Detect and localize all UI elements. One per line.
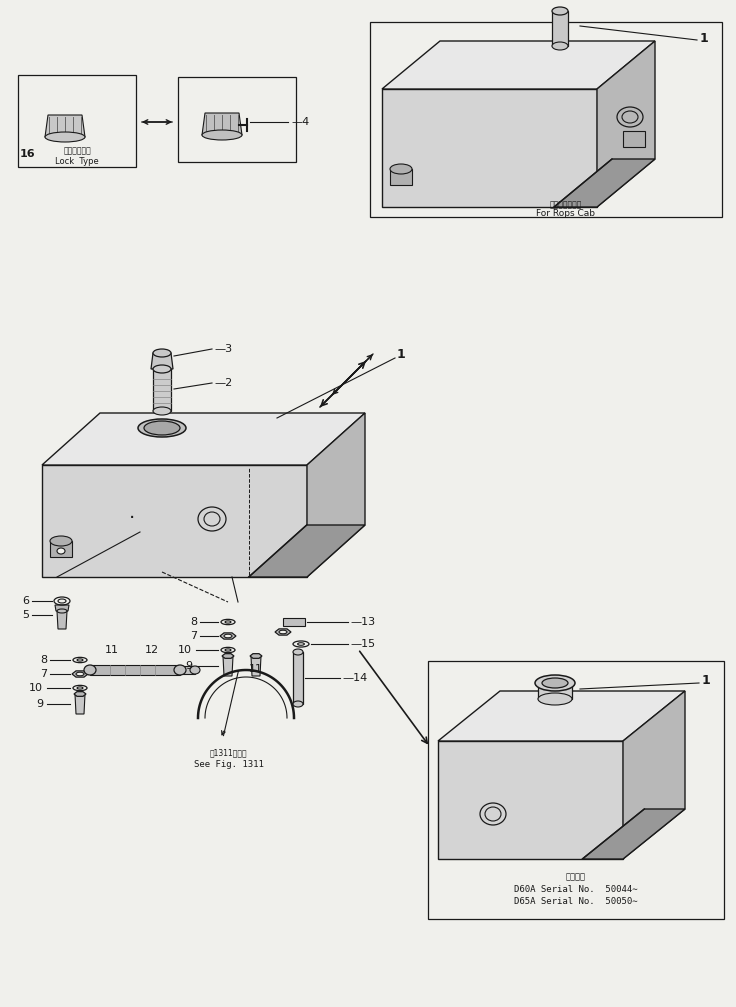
- Polygon shape: [623, 691, 685, 859]
- Bar: [18, 75, 136, 167]
- Polygon shape: [582, 809, 685, 859]
- Ellipse shape: [293, 701, 303, 707]
- Polygon shape: [222, 654, 234, 659]
- Ellipse shape: [153, 349, 171, 357]
- Text: —14: —14: [342, 673, 367, 683]
- Ellipse shape: [153, 365, 171, 373]
- Ellipse shape: [535, 675, 575, 691]
- Ellipse shape: [138, 419, 186, 437]
- Text: 1: 1: [700, 31, 709, 44]
- Text: 9: 9: [36, 699, 43, 709]
- Text: ㅔ1311図参照: ㅔ1311図参照: [210, 748, 247, 757]
- Polygon shape: [250, 654, 262, 659]
- Text: 5: 5: [22, 610, 29, 620]
- Polygon shape: [220, 632, 236, 639]
- Text: —15: —15: [350, 639, 375, 649]
- Polygon shape: [45, 115, 85, 137]
- Polygon shape: [390, 169, 412, 185]
- Ellipse shape: [76, 673, 84, 676]
- Polygon shape: [554, 159, 655, 207]
- Text: 7: 7: [40, 669, 47, 679]
- Polygon shape: [50, 541, 72, 557]
- Ellipse shape: [279, 630, 287, 633]
- Text: See Fig. 1311: See Fig. 1311: [194, 760, 263, 769]
- Polygon shape: [552, 11, 568, 46]
- Text: 10: 10: [178, 645, 192, 655]
- Polygon shape: [42, 413, 365, 465]
- Bar: [428, 661, 724, 919]
- Text: —3: —3: [214, 344, 232, 354]
- Text: ロックタイプ: ロックタイプ: [63, 146, 91, 155]
- Text: 適用号機: 適用号機: [566, 872, 586, 881]
- Text: D65A Serial No.  50050∼: D65A Serial No. 50050∼: [514, 896, 638, 905]
- Ellipse shape: [224, 634, 232, 637]
- Polygon shape: [307, 413, 365, 577]
- Text: 16: 16: [20, 149, 35, 159]
- Ellipse shape: [190, 666, 200, 674]
- Text: 10: 10: [29, 683, 43, 693]
- Text: 9: 9: [185, 661, 192, 671]
- Text: —4: —4: [291, 117, 309, 127]
- Ellipse shape: [84, 665, 96, 675]
- Polygon shape: [438, 741, 623, 859]
- Ellipse shape: [552, 7, 568, 15]
- Text: Lock  Type: Lock Type: [55, 156, 99, 165]
- Polygon shape: [275, 629, 291, 635]
- Text: —2: —2: [214, 378, 233, 388]
- Ellipse shape: [552, 42, 568, 50]
- Polygon shape: [382, 89, 597, 207]
- Text: For Rops Cab: For Rops Cab: [537, 209, 595, 219]
- Polygon shape: [249, 525, 365, 577]
- Ellipse shape: [57, 609, 67, 613]
- Polygon shape: [251, 656, 261, 676]
- Polygon shape: [438, 691, 685, 741]
- Polygon shape: [623, 131, 645, 147]
- Polygon shape: [57, 611, 67, 629]
- Ellipse shape: [57, 548, 65, 554]
- Ellipse shape: [293, 649, 303, 655]
- Text: 11: 11: [105, 645, 119, 655]
- Ellipse shape: [538, 693, 572, 705]
- Bar: [178, 77, 296, 162]
- Polygon shape: [72, 671, 88, 677]
- Text: 7: 7: [190, 631, 197, 641]
- Ellipse shape: [50, 536, 72, 546]
- Text: 1: 1: [702, 675, 711, 688]
- Ellipse shape: [202, 130, 242, 140]
- Text: D60A Serial No.  50044∼: D60A Serial No. 50044∼: [514, 884, 638, 893]
- Ellipse shape: [390, 164, 412, 174]
- Ellipse shape: [144, 421, 180, 435]
- Polygon shape: [42, 465, 307, 577]
- Polygon shape: [382, 41, 655, 89]
- Polygon shape: [293, 652, 303, 704]
- Polygon shape: [75, 694, 85, 714]
- Polygon shape: [74, 692, 86, 696]
- Polygon shape: [180, 666, 195, 674]
- Ellipse shape: [45, 132, 85, 142]
- Text: 6: 6: [22, 596, 29, 606]
- Polygon shape: [538, 683, 572, 699]
- Polygon shape: [223, 656, 233, 676]
- Polygon shape: [55, 605, 69, 611]
- Polygon shape: [283, 618, 305, 626]
- Text: ·: ·: [129, 510, 135, 529]
- Text: 8: 8: [40, 655, 47, 665]
- Polygon shape: [153, 369, 171, 411]
- Bar: [370, 22, 722, 217]
- Ellipse shape: [542, 678, 568, 688]
- Polygon shape: [151, 353, 173, 369]
- Text: —13: —13: [350, 617, 375, 627]
- Polygon shape: [202, 113, 242, 135]
- Text: ロプスキャブ用: ロプスキャブ用: [550, 200, 582, 209]
- Text: 12: 12: [145, 645, 159, 655]
- Text: 1: 1: [397, 348, 406, 362]
- Text: 8: 8: [190, 617, 197, 627]
- Polygon shape: [597, 41, 655, 207]
- Ellipse shape: [174, 665, 186, 675]
- Ellipse shape: [153, 407, 171, 415]
- Polygon shape: [90, 665, 180, 675]
- Text: 11: 11: [249, 664, 263, 674]
